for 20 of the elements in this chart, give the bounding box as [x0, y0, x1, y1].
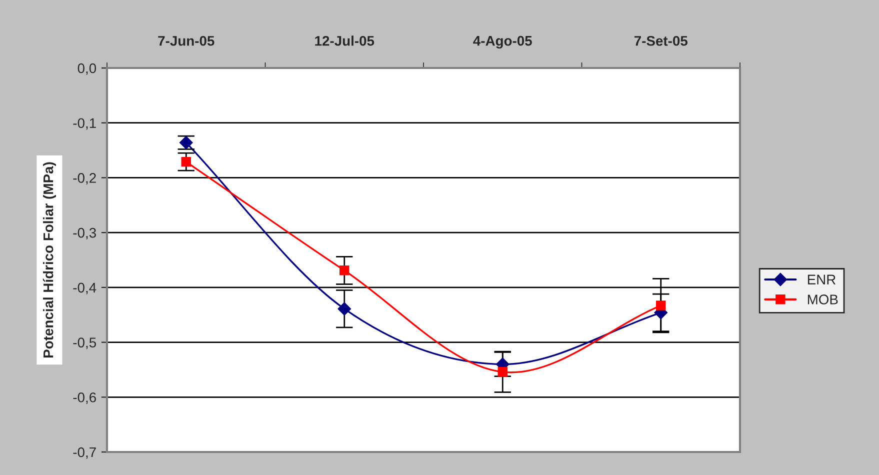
y-axis-title: Potencial Hídrico Foliar (MPa) — [42, 162, 56, 358]
point — [340, 266, 350, 276]
y-tick-label: -0,6 — [73, 392, 96, 404]
point — [181, 156, 191, 167]
y-tick-label: -0,3 — [73, 228, 96, 240]
x-tick-label: 7-Jun-05 — [158, 36, 214, 46]
y-tick-label: 0,0 — [78, 63, 96, 75]
y-tick-label: -0,2 — [73, 173, 96, 185]
legend-label: ENR — [808, 274, 836, 284]
point — [656, 300, 666, 310]
y-tick-label: -0,5 — [73, 338, 96, 350]
x-tick-label: 12-Jul-05 — [315, 36, 374, 46]
y-tick-label: -0,1 — [73, 118, 96, 130]
y-tick-label: -0,4 — [73, 282, 96, 294]
x-tick-label: 7-Set-05 — [634, 36, 688, 46]
point — [338, 302, 351, 316]
y-tick-label: -0,7 — [73, 447, 96, 459]
legend-label: MOB — [808, 294, 838, 304]
point — [498, 367, 508, 377]
x-tick-label: 4-Ago-05 — [473, 36, 532, 49]
